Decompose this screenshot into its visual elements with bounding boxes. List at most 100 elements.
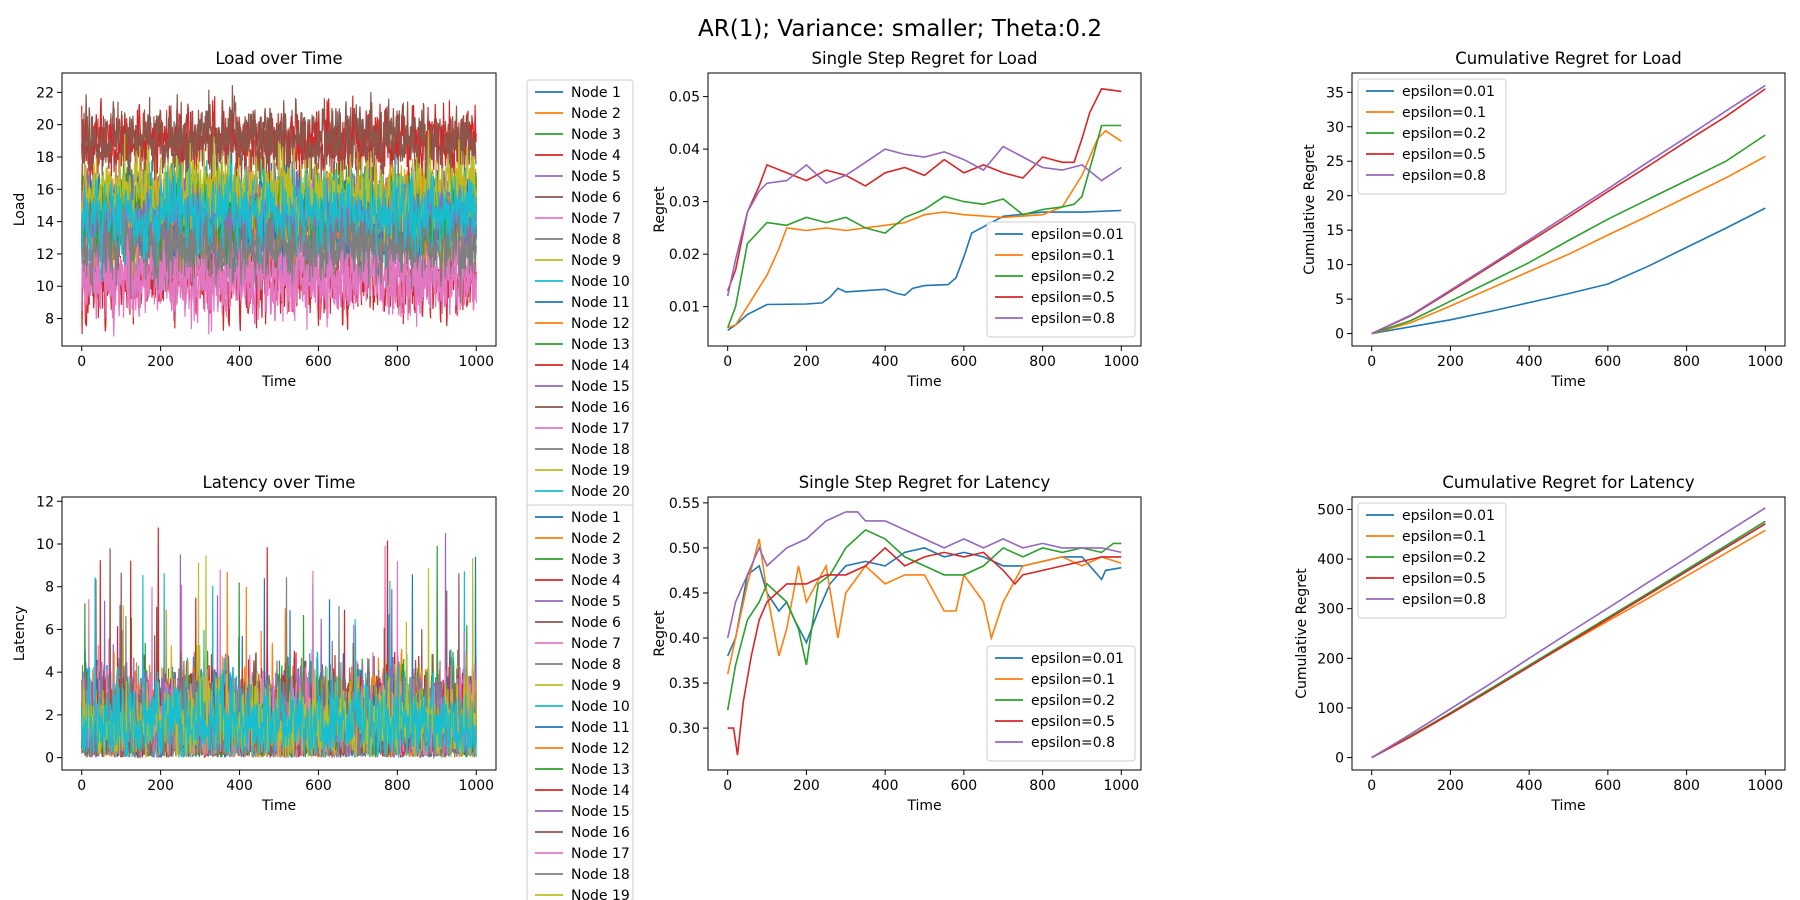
legend-label: Node 11 <box>571 720 630 736</box>
x-tick-label: 0 <box>77 354 86 370</box>
y-tick-label: 10 <box>36 279 54 295</box>
chart-title: Cumulative Regret for Latency <box>1442 473 1694 492</box>
y-tick-label: 14 <box>36 215 54 231</box>
y-tick-label: 300 <box>1317 602 1344 618</box>
y-tick-label: 0.50 <box>669 541 700 557</box>
axes-frame <box>707 496 1142 771</box>
series-line-epsilon-0-8 <box>1371 84 1766 335</box>
y-tick-label: 20 <box>36 118 54 134</box>
legend: epsilon=0.01 epsilon=0.1 epsilon=0.2 epsilo… <box>986 221 1136 338</box>
legend-label: epsilon=0.1 <box>1031 248 1115 264</box>
y-tick-label: 0.55 <box>669 496 700 512</box>
series-line-epsilon-0-5 <box>727 546 1122 756</box>
legend-label: epsilon=0.2 <box>1031 693 1115 709</box>
legend-label: epsilon=0.8 <box>1402 592 1486 608</box>
legend-label: Node 19 <box>571 463 630 479</box>
legend-label: Node 9 <box>571 678 621 694</box>
legend-label: Node 18 <box>571 442 630 458</box>
y-axis-label: Latency <box>12 606 28 661</box>
figure-suptitle: AR(1); Variance: smaller; Theta:0.2 <box>698 16 1102 42</box>
y-tick-label: 6 <box>45 622 54 638</box>
legend-frame <box>1357 78 1507 195</box>
y-axis-label: Cumulative Regret <box>1294 568 1310 699</box>
legend-frame <box>1357 502 1507 619</box>
series-line-epsilon-0-8 <box>726 145 1122 297</box>
y-tick-label: 8 <box>45 580 54 596</box>
series-line-node-18 <box>81 199 477 303</box>
legend: epsilon=0.01 epsilon=0.1 epsilon=0.2 epsilo… <box>1357 502 1507 619</box>
legend-label: Node 1 <box>571 85 621 101</box>
legend: epsilon=0.01 epsilon=0.1 epsilon=0.2 epsilo… <box>986 645 1136 762</box>
x-axis-label: Time <box>1550 798 1585 814</box>
series-line-epsilon-0-1 <box>727 129 1122 329</box>
legend-label: epsilon=0.1 <box>1402 529 1486 545</box>
legend-label: Node 17 <box>571 846 630 862</box>
x-tick-label: 200 <box>1437 354 1464 370</box>
x-axis-label: Time <box>261 798 296 814</box>
y-tick-label: 10 <box>1326 258 1344 274</box>
y-tick-label: 0.35 <box>669 676 700 692</box>
x-tick-label: 200 <box>1437 778 1464 794</box>
legend-label: Node 10 <box>571 274 630 290</box>
y-tick-label: 8 <box>45 312 54 328</box>
chart-title: Latency over Time <box>203 473 356 492</box>
axes-frame <box>61 496 497 771</box>
x-tick-label: 200 <box>793 778 820 794</box>
legend: epsilon=0.01 epsilon=0.1 epsilon=0.2 epsilo… <box>1357 78 1507 195</box>
series-line-epsilon-0-5 <box>726 87 1122 292</box>
x-tick-label: 1000 <box>458 778 494 794</box>
y-tick-label: 22 <box>36 85 54 101</box>
y-tick-label: 0 <box>1335 751 1344 767</box>
x-axis-label: Time <box>1550 374 1585 390</box>
x-tick-label: 600 <box>950 354 977 370</box>
legend: Node 1 Node 2 Node 3 Node 4 Node 5 Node 6 Node… <box>526 504 634 900</box>
legend-label: Node 6 <box>571 615 621 631</box>
y-tick-label: 20 <box>1326 189 1344 205</box>
y-tick-label: 15 <box>1326 223 1344 239</box>
y-tick-label: 5 <box>1335 292 1344 308</box>
legend-label: epsilon=0.8 <box>1402 168 1486 184</box>
legend-label: epsilon=0.2 <box>1031 269 1115 285</box>
x-axis-label: Time <box>906 374 941 390</box>
legend-label: Node 12 <box>571 741 630 757</box>
x-tick-label: 200 <box>793 354 820 370</box>
legend-frame <box>986 645 1136 762</box>
series-line-epsilon-0-2 <box>726 124 1122 328</box>
y-tick-label: 4 <box>45 665 54 681</box>
legend-label: Node 13 <box>571 337 630 353</box>
legend-label: epsilon=0.8 <box>1031 311 1115 327</box>
legend-label: Node 5 <box>571 594 621 610</box>
legend-label: epsilon=0.5 <box>1031 290 1115 306</box>
y-tick-label: 100 <box>1317 701 1344 717</box>
legend-label: epsilon=0.5 <box>1402 147 1486 163</box>
y-axis-label: Load <box>12 193 28 227</box>
chart-title: Load over Time <box>215 49 342 68</box>
legend-label: epsilon=0.8 <box>1031 735 1115 751</box>
series-line-node-20 <box>81 153 477 282</box>
legend-label: Node 4 <box>571 148 621 164</box>
x-tick-label: 0 <box>723 778 732 794</box>
legend-label: epsilon=0.01 <box>1031 227 1124 243</box>
y-tick-label: 0.05 <box>669 90 700 106</box>
chart-latency: Latency over Time 0 200 400 600 800 1000 0 2 4 6 8 1… <box>12 473 634 900</box>
y-tick-label: 0 <box>1335 327 1344 343</box>
series-line-epsilon-0-2 <box>726 528 1122 711</box>
axes-frame <box>61 72 497 347</box>
y-tick-label: 0 <box>45 751 54 767</box>
plot-area <box>81 527 477 760</box>
legend-label: Node 8 <box>571 657 621 673</box>
plot-area <box>1371 507 1766 759</box>
x-tick-label: 600 <box>950 778 977 794</box>
y-tick-label: 0.45 <box>669 586 700 602</box>
legend-label: Node 17 <box>571 421 630 437</box>
x-tick-label: 400 <box>1516 354 1543 370</box>
chart-ssr_load: Single Step Regret for Load 0 200 400 600 800… <box>652 49 1142 390</box>
legend-label: Node 2 <box>571 106 621 122</box>
x-tick-label: 1000 <box>1103 354 1139 370</box>
x-tick-label: 400 <box>872 778 899 794</box>
x-tick-label: 800 <box>1029 778 1056 794</box>
y-tick-label: 30 <box>1326 120 1344 136</box>
legend-label: Node 10 <box>571 699 630 715</box>
